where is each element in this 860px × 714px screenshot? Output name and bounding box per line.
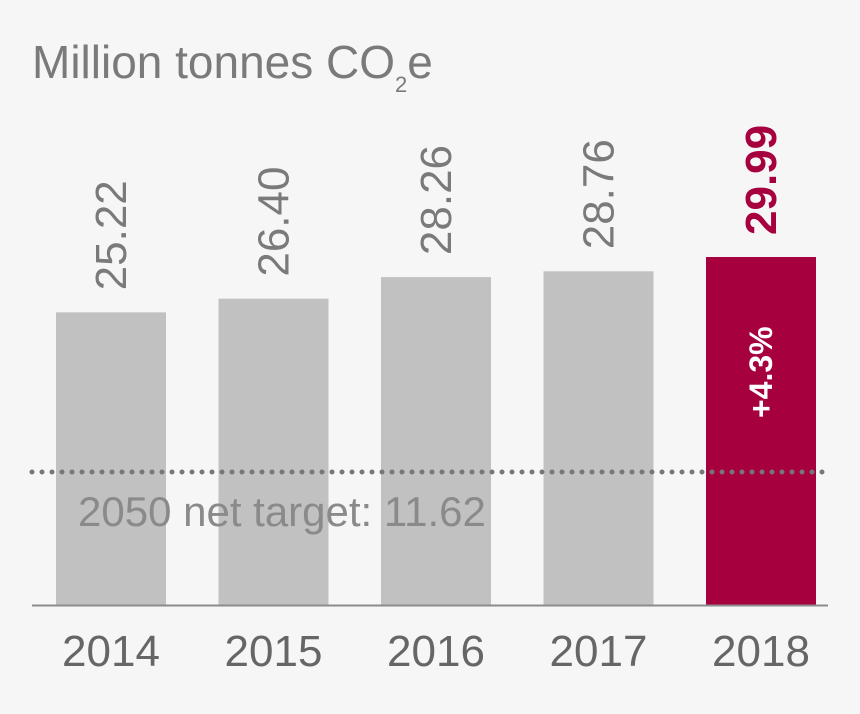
category-label-2016: 2016: [387, 627, 485, 676]
value-label-2018: 29.99: [737, 125, 786, 235]
value-label-2014: 25.22: [87, 180, 136, 290]
change-annotation: +4.3%: [743, 326, 779, 418]
value-label-2016: 28.26: [412, 145, 461, 255]
category-label-2017: 2017: [550, 627, 648, 676]
bar-2014: [56, 312, 166, 605]
value-label-2015: 26.40: [250, 167, 299, 277]
value-label-2017: 28.76: [575, 139, 624, 249]
category-label-2014: 2014: [62, 627, 160, 676]
bar-2016: [381, 277, 491, 605]
unit-title: Million tonnes CO2e: [32, 36, 433, 97]
category-label-2018: 2018: [712, 627, 810, 676]
category-label-2015: 2015: [225, 627, 323, 676]
target-label: 2050 net target: 11.62: [78, 488, 486, 535]
bar-2015: [218, 298, 329, 605]
bar-2017: [543, 271, 654, 605]
bar-2018: [706, 257, 816, 605]
